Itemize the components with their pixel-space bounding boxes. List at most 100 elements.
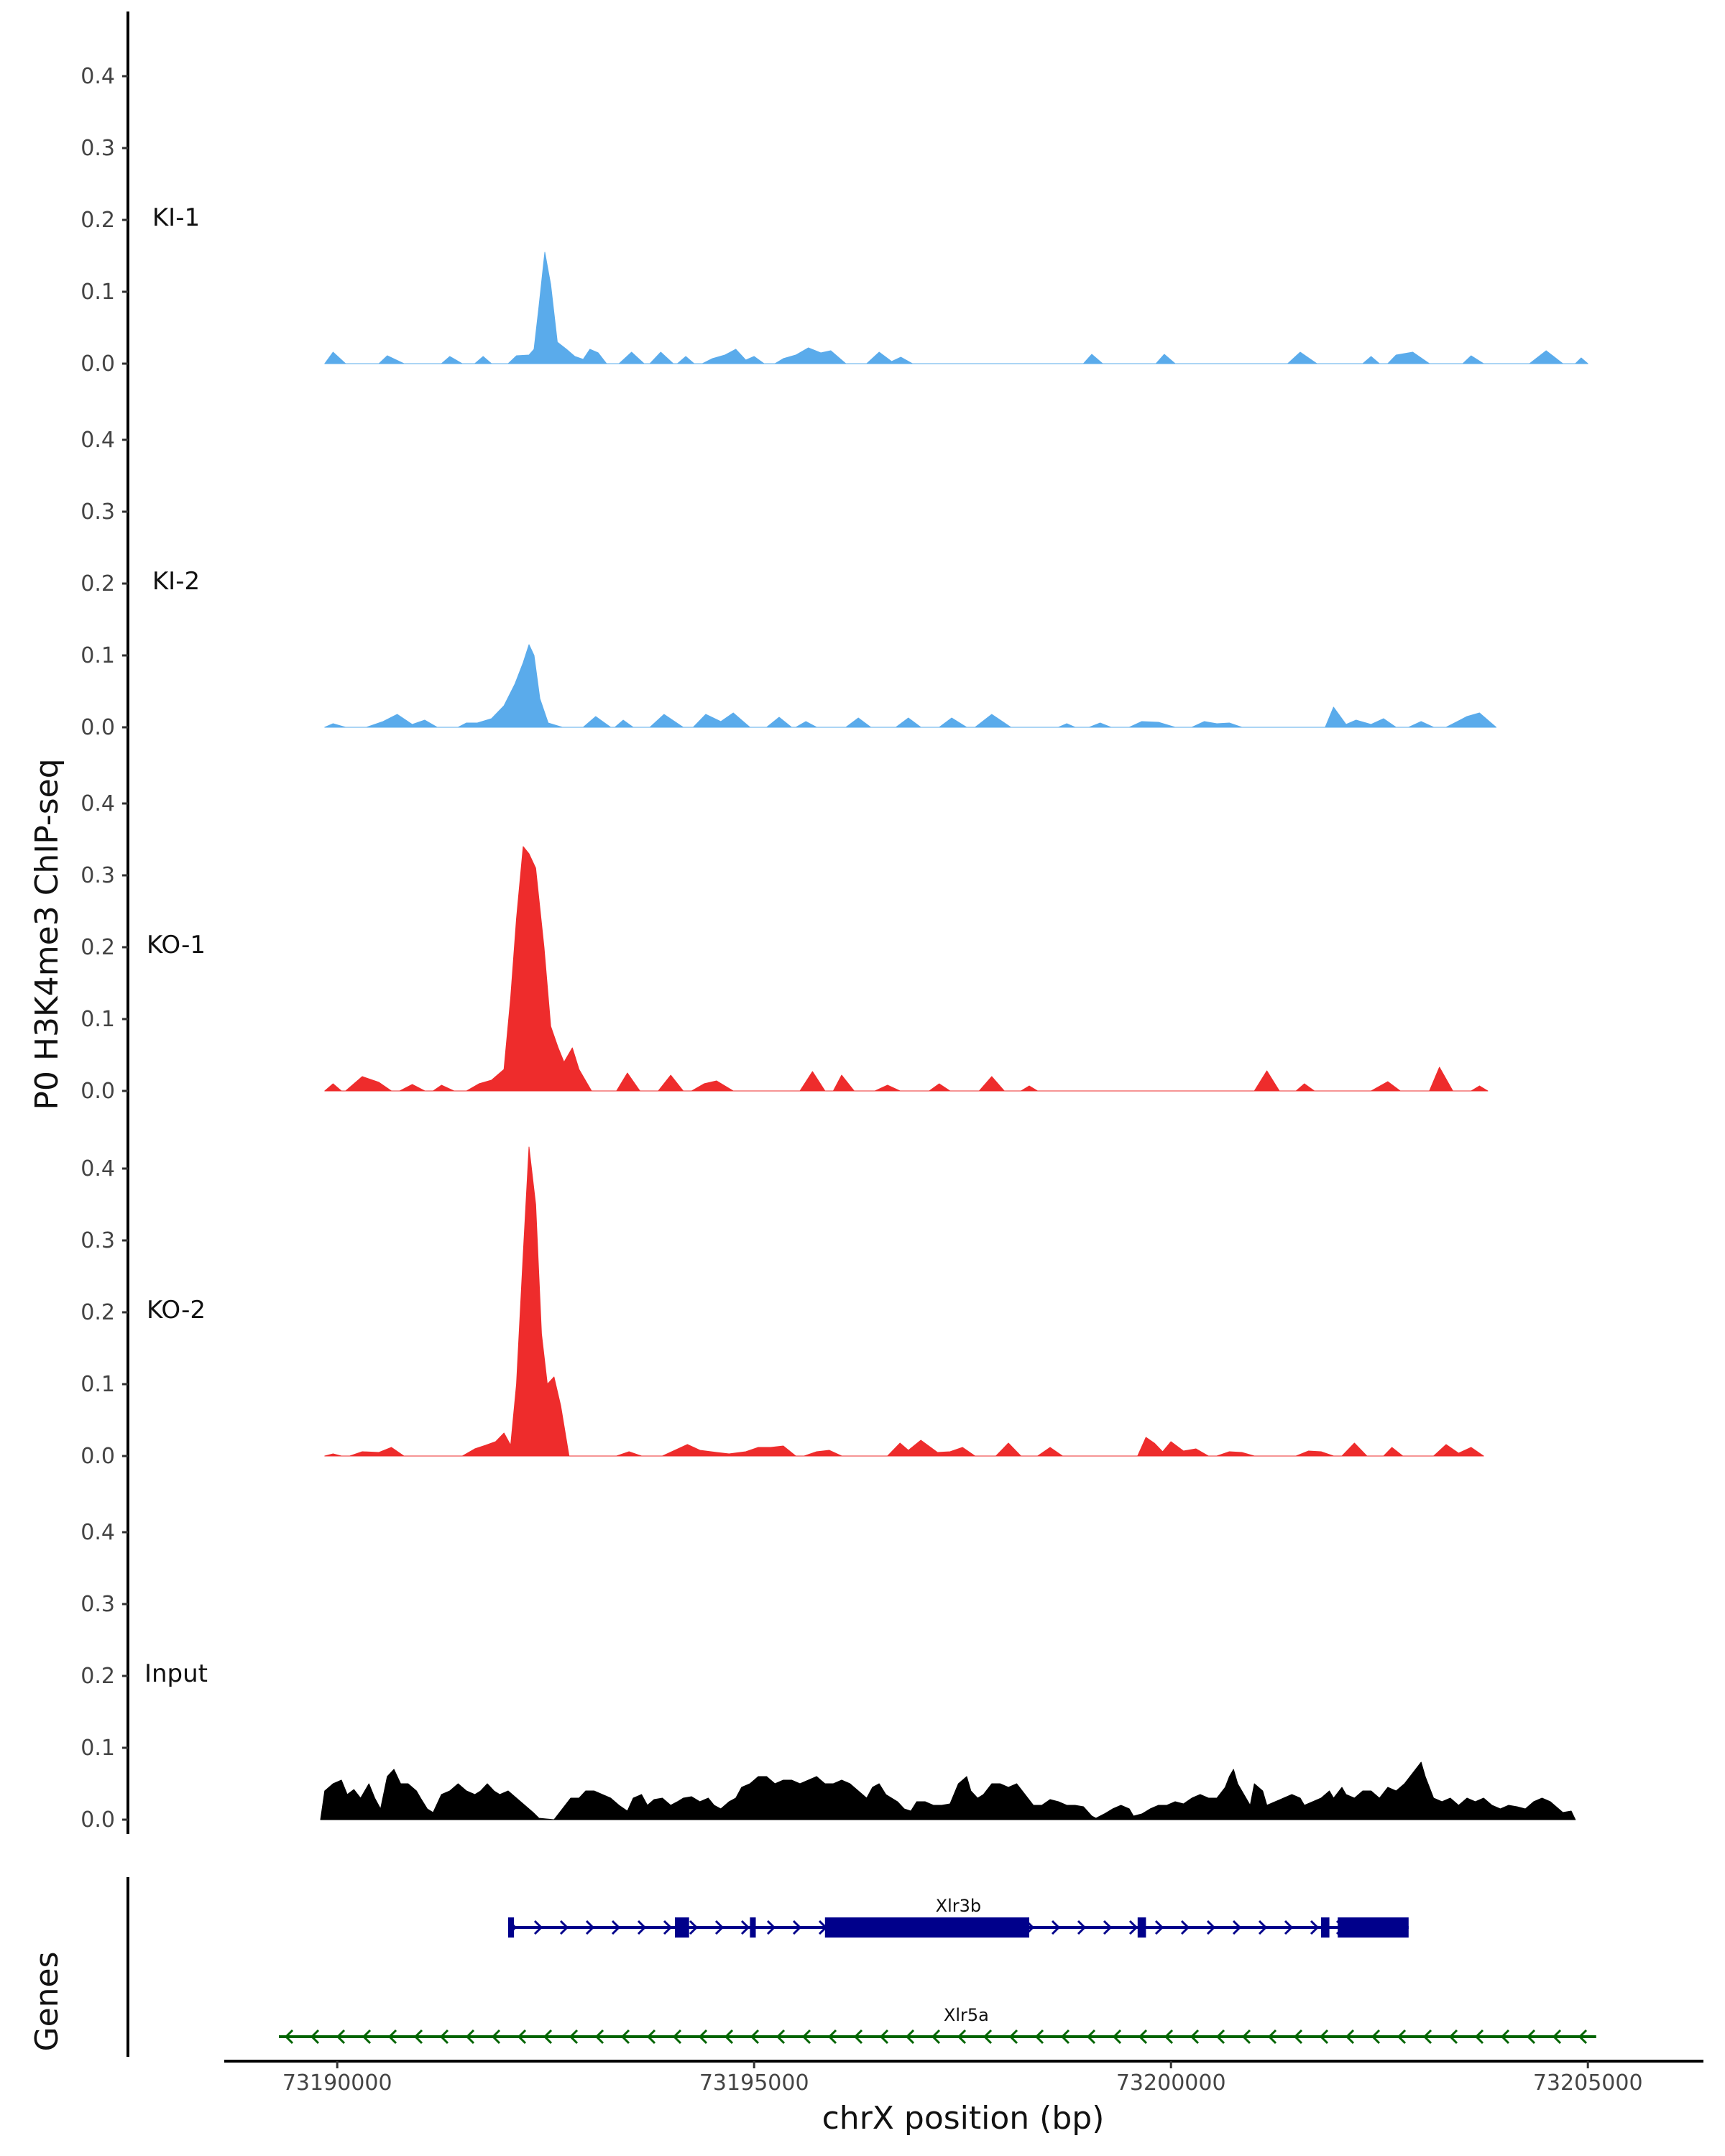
- strand-arrow: [1164, 2029, 1174, 2045]
- strand-arrow: [413, 2029, 423, 2045]
- strand-arrow: [1474, 2029, 1484, 2045]
- strand-arrow: [801, 2029, 811, 2045]
- x-axis-title: chrX position (bp): [822, 2100, 1105, 2137]
- signal-area: [320, 1761, 1576, 1820]
- strand-arrow: [827, 2029, 837, 2045]
- track-label: KO-2: [147, 1296, 206, 1325]
- strand-arrow: [362, 2029, 372, 2045]
- strand-arrow: [465, 2029, 475, 2045]
- strand-arrow: [1051, 1920, 1061, 1935]
- y-tick-label: 0.0: [80, 715, 115, 740]
- exon: [750, 1917, 756, 1938]
- signal-tracks: 0.00.10.20.30.4KI-10.00.10.20.30.4KI-20.…: [80, 11, 1588, 1834]
- y-tick-label: 0.4: [80, 1520, 115, 1545]
- strand-arrow: [517, 2029, 527, 2045]
- gene-annotation-panel: Xlr3b Xlr5a: [126, 1877, 1596, 2057]
- strand-arrow: [1397, 2029, 1407, 2045]
- strand-arrow: [1215, 2029, 1225, 2045]
- strand-arrow: [284, 2029, 294, 2045]
- strand-arrow: [663, 1920, 673, 1935]
- strand-arrow: [1371, 2029, 1381, 2045]
- strand-arrow: [533, 1920, 543, 1935]
- strand-arrow: [1500, 2029, 1510, 2045]
- y-tick-label: 0.0: [80, 351, 115, 377]
- strand-arrow: [491, 2029, 501, 2045]
- exon: [1321, 1917, 1330, 1938]
- strand-arrow: [740, 1920, 750, 1935]
- signal-area: [324, 1146, 1484, 1457]
- track-label: KI-1: [152, 203, 200, 232]
- exon: [824, 1917, 1029, 1938]
- strand-arrow: [1526, 2029, 1536, 2045]
- signal-area: [324, 846, 1489, 1092]
- strand-arrow: [1293, 2029, 1303, 2045]
- y-tick-label: 0.1: [80, 1007, 115, 1032]
- y-tick-label: 0.4: [80, 1156, 115, 1181]
- strand-arrow: [672, 2029, 682, 2045]
- genes-axis-title: Genes: [29, 1951, 65, 2051]
- strand-arrow: [1154, 1920, 1164, 1935]
- y-tick-label: 0.4: [80, 64, 115, 89]
- strand-arrow: [1310, 1920, 1320, 1935]
- gene-name: Xlr5a: [944, 2005, 989, 2025]
- gene-xlr3b: Xlr3b: [507, 1896, 1409, 1938]
- y-tick-label: 0.1: [80, 280, 115, 305]
- y-tick-label: 0.1: [80, 643, 115, 668]
- strand-arrow: [387, 2029, 397, 2045]
- strand-arrow: [957, 2029, 967, 2045]
- y-tick-label: 0.4: [80, 791, 115, 816]
- strand-arrow: [750, 2029, 760, 2045]
- strand-arrow: [1552, 2029, 1562, 2045]
- strand-arrow: [646, 2029, 656, 2045]
- exon: [1338, 1917, 1409, 1938]
- strand-arrow: [766, 1920, 776, 1935]
- strand-arrow: [853, 2029, 863, 2045]
- track-ki-2: 0.0 0.1 0.2 0.3 0.4 KI-2: [80, 375, 1497, 742]
- track-input: 0.0 0.1 0.2 0.3 0.4 Input: [80, 1468, 1576, 1834]
- track-ko-1: 0.0 0.1 0.2 0.3 0.4 KO-1: [80, 739, 1489, 1105]
- y-tick-label: 0.2: [80, 1664, 115, 1689]
- strand-arrow: [1319, 2029, 1329, 2045]
- strand-arrow: [1206, 1920, 1216, 1935]
- track-label: KI-2: [152, 567, 200, 596]
- y-tick-label: 0.0: [80, 1444, 115, 1469]
- strand-arrow: [1284, 1920, 1294, 1935]
- y-tick-label: 0.0: [80, 1807, 115, 1833]
- strand-arrow: [1128, 1920, 1138, 1935]
- y-tick-label: 0.3: [80, 1592, 115, 1617]
- signal-area: [324, 252, 1588, 364]
- strand-arrow: [983, 2029, 993, 2045]
- strand-arrow: [543, 2029, 553, 2045]
- strand-arrow: [1112, 2029, 1122, 2045]
- strand-arrow: [1060, 2029, 1070, 2045]
- strand-arrow: [776, 2029, 786, 2045]
- strand-arrow: [724, 2029, 734, 2045]
- signal-area: [324, 644, 1497, 728]
- strand-arrow: [1578, 2029, 1588, 2045]
- strand-arrow: [1034, 2029, 1044, 2045]
- y-tick-label: 0.2: [80, 571, 115, 596]
- y-tick-label: 0.1: [80, 1372, 115, 1397]
- y-tick-label: 0.0: [80, 1079, 115, 1104]
- x-tick-label: 73190000: [282, 2070, 392, 2096]
- strand-arrow: [1008, 2029, 1018, 2045]
- y-axis-title: P0 H3K4me3 ChIP-seq: [29, 758, 65, 1110]
- strand-arrow: [905, 2029, 915, 2045]
- gene-name: Xlr3b: [936, 1896, 981, 1916]
- strand-arrow: [1103, 1920, 1113, 1935]
- x-tick-label: 73200000: [1116, 2070, 1226, 2096]
- strand-arrow: [1345, 2029, 1355, 2045]
- track-label: KO-1: [147, 931, 206, 959]
- strand-arrow: [792, 1920, 802, 1935]
- strand-arrow: [879, 2029, 889, 2045]
- track-ki-1: 0.0 0.1 0.2 0.3 0.4 KI-1: [80, 11, 1588, 378]
- strand-arrow: [569, 2029, 579, 2045]
- strand-arrow: [1077, 1920, 1087, 1935]
- x-axis: 73190000 73195000 73200000 73205000: [224, 2060, 1703, 2096]
- exon: [1137, 1917, 1146, 1938]
- strand-arrow: [1086, 2029, 1096, 2045]
- gene-xlr5a: Xlr5a: [279, 2005, 1596, 2045]
- strand-arrow: [931, 2029, 941, 2045]
- x-tick-label: 73205000: [1533, 2070, 1643, 2096]
